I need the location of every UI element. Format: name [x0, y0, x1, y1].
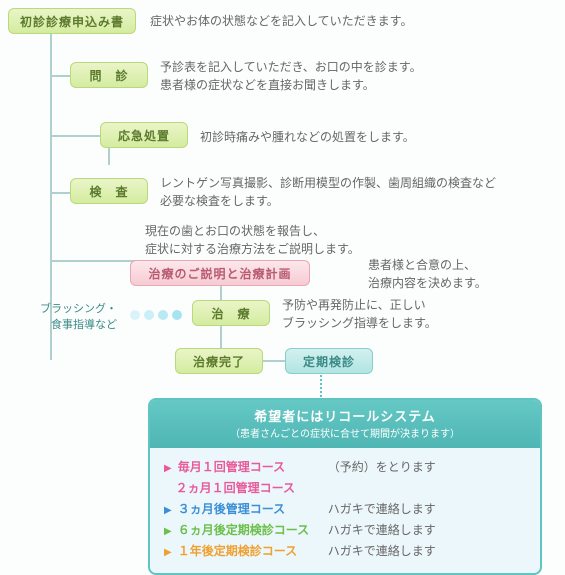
course-row: ▶ ３ヵ月後管理コースハガキで連絡します [164, 500, 526, 517]
node-label: 初診診療申込み書 [20, 13, 124, 30]
connector-dashed [320, 372, 322, 400]
course-label: ６ヵ月後定期検診コース [178, 521, 328, 538]
course-note: ハガキで連絡します [328, 521, 436, 538]
node-complete: 治療完了 [175, 348, 263, 374]
triangle-icon: ▶ [164, 463, 172, 474]
node-label: 検 査 [89, 183, 128, 200]
desc-emergency: 初診時痛みや腫れなどの処置をします。 [200, 128, 415, 146]
course-list: ▶ 毎月１回管理コース（予約）をとります ２ヵ月１回管理コース ▶ ３ヵ月後管理コース… [150, 448, 540, 573]
side-note-brushing: ブラッシング・ 食事指導など [40, 300, 117, 332]
recall-header: 希望者にはリコールシステム （患者さんごとの症状に合せて期間が決まります） [150, 400, 540, 448]
triangle-icon: ▶ [164, 526, 172, 537]
node-label: 治療完了 [193, 353, 245, 370]
recall-title: 希望者にはリコールシステム [158, 406, 532, 425]
course-sublabel: ２ヵ月１回管理コース [176, 479, 326, 496]
course-row: ２ヵ月１回管理コース [164, 479, 526, 496]
node-treatment: 治 療 [192, 300, 270, 326]
course-row: ▶ ６ヵ月後定期検診コースハガキで連絡します [164, 521, 526, 538]
desc-application: 症状やお体の状態などを記入していただきます。 [150, 12, 412, 30]
desc-treatment: 予防や再発防止に、正しい ブラッシング指導をします。 [282, 296, 437, 332]
dots-decoration [130, 310, 182, 320]
node-checkup: 定期検診 [285, 348, 373, 374]
recall-sub: （患者さんごとの症状に合せて期間が決まります） [158, 425, 532, 440]
desc-exam: レントゲン写真撮影、診断用模型の作製、歯周組織の検査など 必要な検査をします。 [160, 174, 496, 210]
triangle-icon: ▶ [164, 547, 172, 558]
node-label: 問 診 [89, 67, 128, 84]
course-label: ３ヵ月後管理コース [178, 500, 328, 517]
node-emergency: 応急処置 [100, 122, 188, 148]
course-note: （予約）をとります [328, 458, 436, 475]
node-label: 応急処置 [118, 127, 170, 144]
node-interview: 問 診 [70, 62, 148, 88]
course-row: ▶ 毎月１回管理コース（予約）をとります [164, 458, 526, 475]
pre-plan: 現在の歯とお口の状態を報告し、 症状に対する治療方法をご説明します。 [145, 222, 360, 258]
node-plan: 治療のご説明と治療計画 [130, 260, 310, 286]
course-label: 毎月１回管理コース [178, 458, 328, 475]
triangle-icon: ▶ [164, 505, 172, 516]
course-note: ハガキで連絡します [328, 500, 436, 517]
recall-box: 希望者にはリコールシステム （患者さんごとの症状に合せて期間が決まります） ▶ 毎… [148, 398, 542, 575]
desc-interview: 予診表を記入していただき、お口の中を診ます。 患者様の症状などを直接お聞きします… [160, 58, 422, 94]
node-label: 治 療 [211, 305, 250, 322]
node-label: 治療のご説明と治療計画 [148, 265, 291, 282]
node-exam: 検 査 [70, 178, 148, 204]
node-application: 初診診療申込み書 [8, 8, 136, 34]
desc-plan: 患者様と合意の上、 治療内容を決めます。 [368, 256, 487, 292]
node-label: 定期検診 [303, 353, 355, 370]
